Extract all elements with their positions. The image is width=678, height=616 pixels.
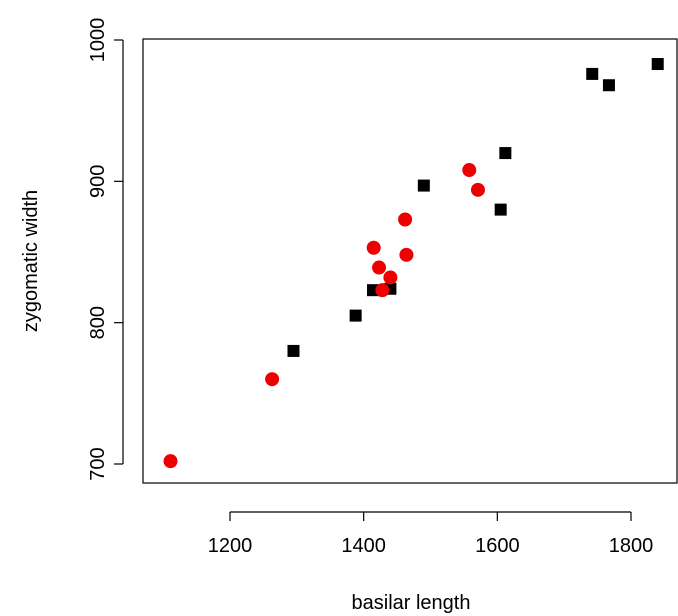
x-tick-label: 1800 <box>609 535 654 557</box>
y-tick-label: 900 <box>87 165 109 198</box>
data-point-circle <box>470 182 485 197</box>
data-point-circle <box>462 163 477 178</box>
data-point-circle <box>399 247 414 262</box>
x-axis-label: basilar length <box>352 592 471 614</box>
data-point-circle <box>398 212 413 227</box>
data-point-square <box>586 67 599 80</box>
data-point-square <box>499 147 512 160</box>
y-tick-label: 1000 <box>87 18 109 63</box>
data-point-square <box>494 203 507 216</box>
data-point-square <box>602 79 615 92</box>
data-point-square <box>417 179 430 192</box>
data-point-square <box>287 344 300 357</box>
x-tick-label: 1600 <box>475 535 520 557</box>
data-point-circle <box>383 270 398 285</box>
y-tick-label: 800 <box>87 306 109 339</box>
data-point-circle <box>375 283 390 298</box>
data-point-square <box>367 284 380 297</box>
data-point-square <box>651 58 664 71</box>
data-points <box>163 58 664 469</box>
plot-box <box>142 38 678 484</box>
x-tick-label: 1200 <box>208 535 253 557</box>
data-point-square <box>349 309 362 322</box>
data-point-circle <box>163 454 178 469</box>
data-point-circle <box>372 260 387 275</box>
x-axis: 1200 1400 1600 1800 <box>208 511 654 557</box>
y-axis-label: zygomatic width <box>20 190 42 332</box>
data-point-circle <box>265 372 280 387</box>
x-tick-label: 1400 <box>341 535 386 557</box>
y-tick-label: 700 <box>87 447 109 480</box>
data-point-circle <box>366 240 381 255</box>
y-axis: 700 800 900 1000 <box>87 18 124 481</box>
